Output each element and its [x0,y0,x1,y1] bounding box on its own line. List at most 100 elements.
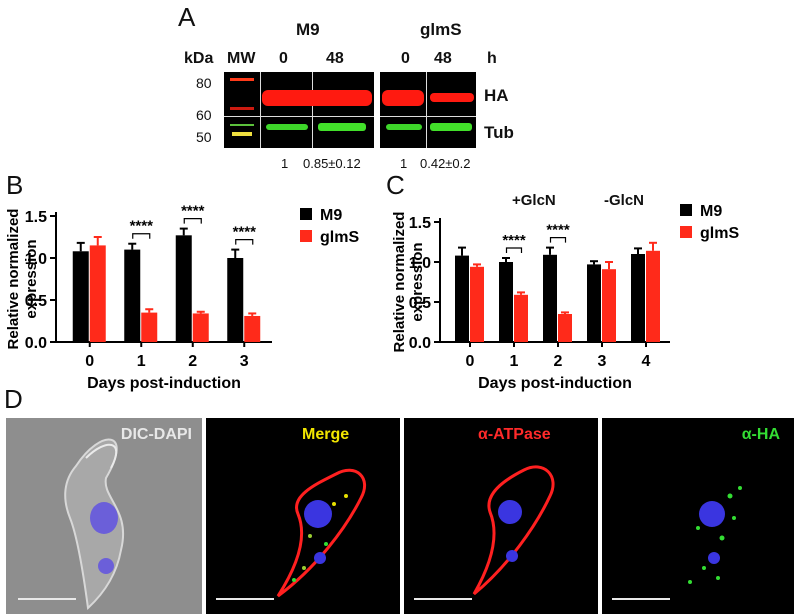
bar-m9-0 [455,255,469,342]
y-axis-label: Relative normalizedexpression [5,209,40,350]
bar-glms-3 [244,315,261,342]
scale-bar [414,598,472,600]
bar-glms-3 [602,269,616,342]
legend-label-m9: M9 [320,207,342,224]
bar-m9-1 [124,249,141,342]
panel-b-label: B [6,170,24,200]
y-tick-label: 0.0 [25,335,47,352]
blot-m9 [224,72,374,148]
quant-glms-48: 0.42±0.2 [420,156,471,171]
y-tick-label: 1.5 [409,215,431,232]
x-axis-label: Days post-induction [87,375,241,392]
micro-merge: Merge [206,418,400,614]
time-label-48: 48 [326,50,344,67]
y-axis-label-line2: expression [409,242,426,321]
mw-marker-50: 50 [196,129,212,145]
x-tick-label: 4 [642,353,651,370]
bar-m9-2 [175,235,192,342]
significance-label: **** [502,232,526,249]
time-unit-label: h [487,50,497,67]
group-label-glms: glmS [420,20,462,39]
y-axis-label: Relative normalizedexpression [391,212,426,353]
panel-a-label: A [178,2,196,32]
time-label-0b: 0 [401,50,410,67]
y-axis-label-line2: expression [23,239,40,318]
x-tick-label: 0 [85,353,94,370]
x-tick-label: 1 [510,353,519,370]
legend-label-glms: glmS [700,225,739,242]
significance-label: **** [181,203,205,220]
micro-title-merge: Merge [302,426,350,443]
x-tick-label: 3 [598,353,607,370]
micro-dic-dapi: DIC-DAPI [6,418,202,614]
mw-marker-60: 60 [196,107,212,123]
bar-m9-3 [227,258,244,342]
bar-glms-2 [558,314,572,342]
y-tick-label: 1.5 [25,209,47,226]
significance-label: **** [546,222,570,239]
mw-label: MW [227,50,256,67]
bar-m9-1 [499,262,513,342]
legend-swatch-m9 [680,204,692,216]
bar-glms-1 [141,312,158,342]
micro-ha: α-HA [602,418,794,614]
y-axis-label-line1: Relative normalized [391,212,408,353]
significance-bracket [132,233,151,239]
significance-bracket [505,247,523,253]
micro-title-atpase: α-ATPase [478,426,551,443]
kda-label: kDa [184,50,214,67]
x-tick-label: 1 [137,353,146,370]
legend-swatch-glms [300,230,312,242]
significance-label: **** [233,224,257,241]
y-tick-label: 1.0 [409,255,431,272]
scale-bar [216,598,274,600]
band-label-ha: HA [484,86,509,105]
bar-glms-2 [192,313,209,342]
group-label-m9: M9 [296,20,320,39]
y-tick-label: 0.5 [25,293,47,310]
x-tick-label: 2 [554,353,563,370]
x-tick-label: 0 [466,353,475,370]
bar-glms-1 [514,294,528,342]
bar-m9-4 [631,254,645,342]
band-label-tub: Tub [484,123,514,142]
bar-glms-0 [89,245,106,342]
bar-m9-0 [72,251,89,342]
time-label-0: 0 [279,50,288,67]
significance-bracket [549,237,567,243]
bar-m9-2 [543,254,557,342]
micro-title-dic-dapi: DIC-DAPI [120,426,192,443]
scale-bar [18,598,76,600]
quant-m9-0: 1 [281,156,289,171]
x-tick-label: 2 [188,353,197,370]
time-label-48b: 48 [434,50,452,67]
annot-plus-glcn: +GlcN [512,192,556,209]
blot-glms [380,72,476,148]
legend-label-glms: glmS [320,229,359,246]
quant-m9-48: 0.85±0.12 [303,156,361,171]
mw-marker-80: 80 [196,75,212,91]
legend-swatch-glms [680,226,692,238]
legend-label-m9: M9 [700,203,722,220]
x-tick-label: 3 [240,353,249,370]
panel-c-label: C [386,170,405,200]
x-axis-label: Days post-induction [478,375,632,392]
bar-glms-4 [646,250,660,342]
y-axis-label-line1: Relative normalized [5,209,22,350]
significance-bracket [235,239,254,245]
panel-d-label: D [4,384,23,414]
micro-atpase: α-ATPase [404,418,598,614]
bar-glms-0 [470,266,484,342]
y-tick-label: 0.0 [409,335,431,352]
legend-swatch-m9 [300,208,312,220]
micro-title-ha: α-HA [741,426,780,443]
quant-glms-0: 1 [400,156,408,171]
annot-minus-glcn: -GlcN [604,192,645,209]
significance-bracket [183,218,202,224]
y-tick-label: 0.5 [409,295,431,312]
scale-bar [612,598,670,600]
bar-m9-3 [587,264,601,342]
significance-label: **** [130,218,154,235]
